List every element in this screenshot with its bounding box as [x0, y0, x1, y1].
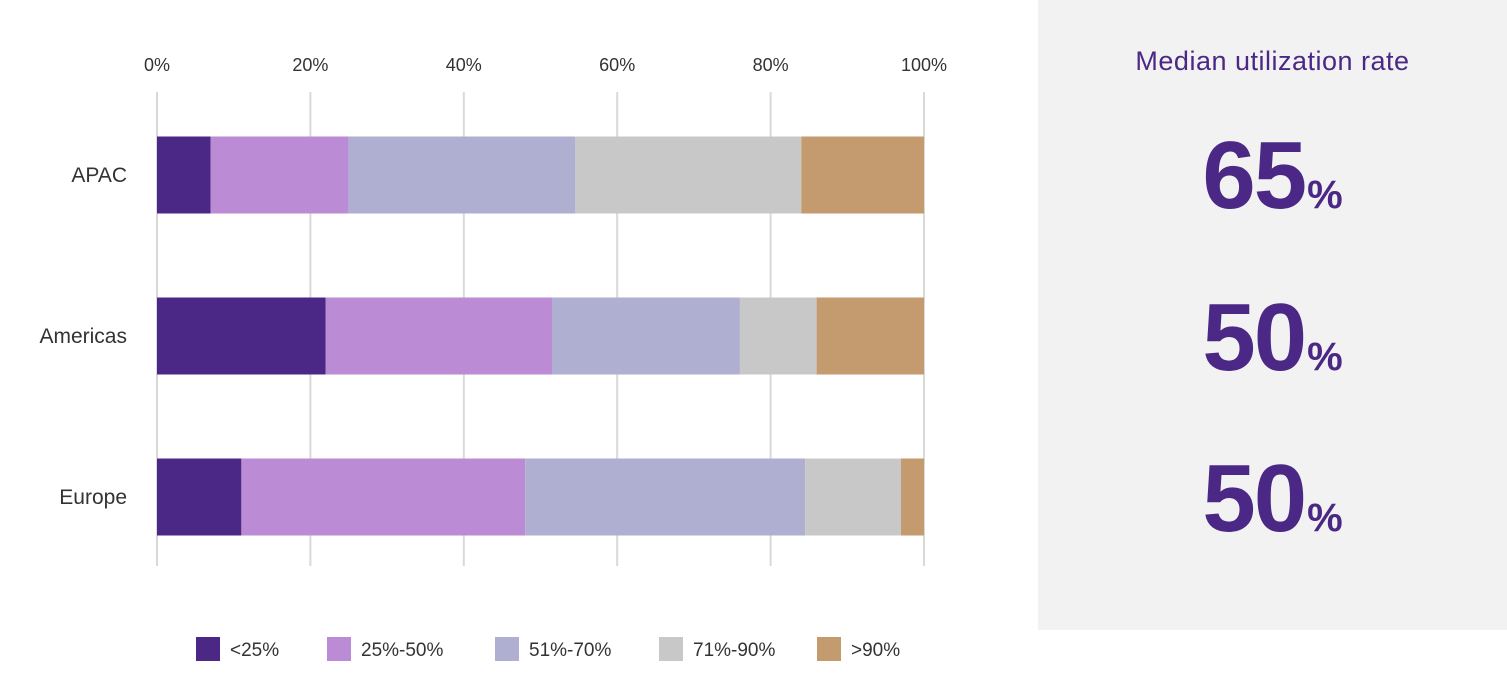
bar-segment [241, 458, 526, 536]
stacked-bar-chart: 0% 20% 40% 60% 80% 100% APAC Americas Europe <2… [39, 55, 947, 661]
bar-segment [801, 136, 924, 214]
bar-segment [575, 136, 802, 214]
bar-segment [157, 458, 242, 536]
category-label: APAC [71, 164, 127, 187]
category-labels: APAC Americas Europe [39, 164, 127, 509]
median-value: 65 [1202, 122, 1307, 229]
bar-segment [325, 297, 553, 375]
median-value: 50 [1202, 284, 1307, 391]
legend: <25% 25%-50% 51%-70% 71%-90% >90% [196, 637, 900, 661]
bar-segment [525, 458, 806, 536]
median-panel: Median utilization rate 65% 50% 50% [1038, 0, 1507, 630]
bar-segment [900, 458, 924, 536]
median-unit: % [1307, 496, 1343, 540]
x-tick-label: 40% [446, 55, 482, 75]
median-panel-title: Median utilization rate [1135, 46, 1410, 76]
legend-swatch [495, 637, 519, 661]
bar-segment [552, 297, 740, 375]
median-value: 50 [1202, 445, 1307, 552]
legend-swatch [196, 637, 220, 661]
median-americas: 50% [1038, 290, 1507, 386]
legend-swatch [817, 637, 841, 661]
bars [157, 136, 924, 536]
legend-label: 25%-50% [361, 640, 443, 661]
median-unit: % [1307, 173, 1343, 217]
x-tick-label: 20% [292, 55, 328, 75]
x-axis-tick-labels: 0% 20% 40% 60% 80% 100% [144, 55, 947, 75]
x-tick-label: 60% [599, 55, 635, 75]
median-apac: 65% [1038, 128, 1507, 224]
legend-label: >90% [851, 640, 900, 661]
category-label: Americas [39, 325, 127, 348]
category-label: Europe [59, 486, 127, 509]
legend-label: 51%-70% [529, 640, 611, 661]
legend-label: 71%-90% [693, 640, 775, 661]
bar-segment [157, 136, 211, 214]
x-tick-label: 80% [753, 55, 789, 75]
median-europe: 50% [1038, 451, 1507, 547]
legend-swatch [659, 637, 683, 661]
bar-segment [805, 458, 901, 536]
bar-segment [739, 297, 817, 375]
x-tick-label: 100% [901, 55, 947, 75]
median-unit: % [1307, 335, 1343, 379]
legend-label: <25% [230, 640, 279, 661]
bar-segment [348, 136, 576, 214]
bar-segment [157, 297, 326, 375]
bar-segment [816, 297, 924, 375]
x-tick-label: 0% [144, 55, 170, 75]
legend-swatch [327, 637, 351, 661]
bar-segment [210, 136, 349, 214]
